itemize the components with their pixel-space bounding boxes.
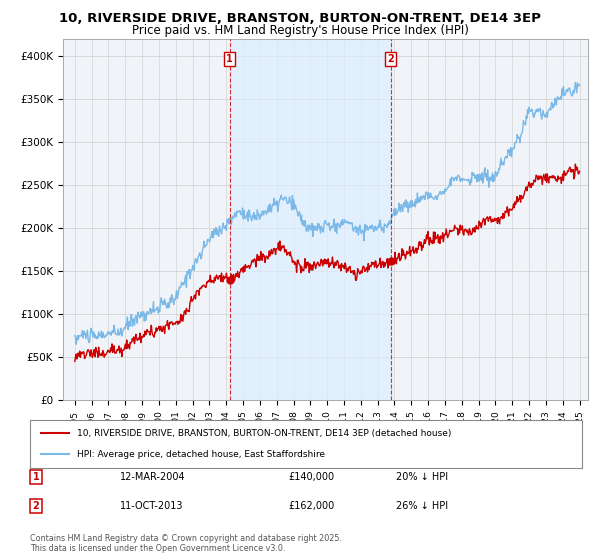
Text: 2: 2: [388, 54, 394, 64]
Text: Price paid vs. HM Land Registry's House Price Index (HPI): Price paid vs. HM Land Registry's House …: [131, 24, 469, 37]
Text: 1: 1: [226, 54, 233, 64]
Text: £140,000: £140,000: [288, 472, 334, 482]
Text: 10, RIVERSIDE DRIVE, BRANSTON, BURTON-ON-TRENT, DE14 3EP (detached house): 10, RIVERSIDE DRIVE, BRANSTON, BURTON-ON…: [77, 429, 451, 438]
Text: 11-OCT-2013: 11-OCT-2013: [120, 501, 184, 511]
Text: £162,000: £162,000: [288, 501, 334, 511]
FancyBboxPatch shape: [30, 420, 582, 468]
Text: 2: 2: [32, 501, 40, 511]
Text: 20% ↓ HPI: 20% ↓ HPI: [396, 472, 448, 482]
Text: 10, RIVERSIDE DRIVE, BRANSTON, BURTON-ON-TRENT, DE14 3EP: 10, RIVERSIDE DRIVE, BRANSTON, BURTON-ON…: [59, 12, 541, 25]
Text: 12-MAR-2004: 12-MAR-2004: [120, 472, 185, 482]
Text: Contains HM Land Registry data © Crown copyright and database right 2025.
This d: Contains HM Land Registry data © Crown c…: [30, 534, 342, 553]
Text: 1: 1: [32, 472, 40, 482]
Bar: [230, 39, 391, 400]
Text: 26% ↓ HPI: 26% ↓ HPI: [396, 501, 448, 511]
Text: HPI: Average price, detached house, East Staffordshire: HPI: Average price, detached house, East…: [77, 450, 325, 459]
